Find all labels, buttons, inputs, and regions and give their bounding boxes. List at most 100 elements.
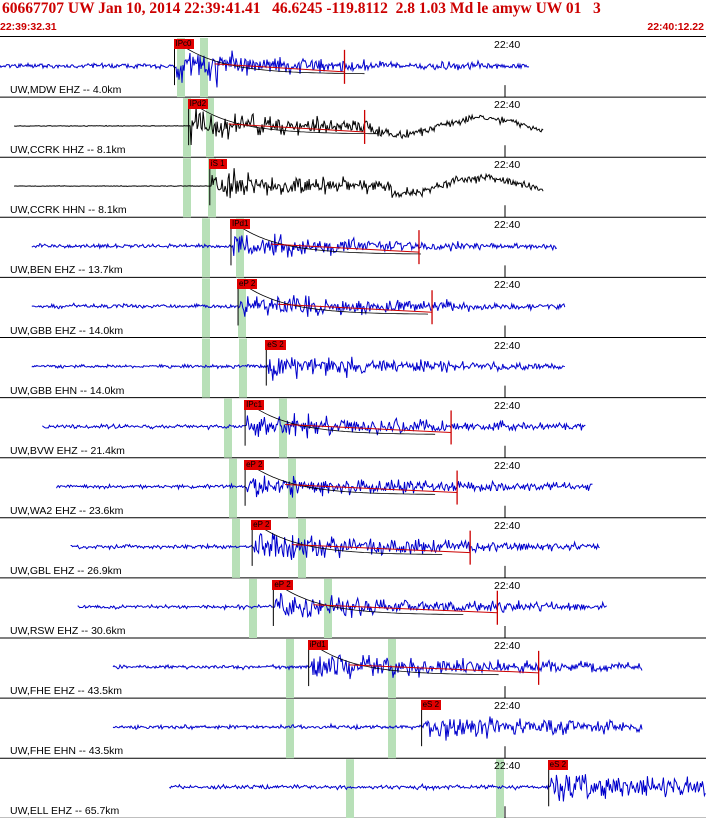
channel-label: UW,WA2 EHZ -- 23.6km xyxy=(10,504,124,517)
time-tick-label: 22:40 xyxy=(494,279,521,292)
coda-fit-line xyxy=(348,664,539,674)
window-end-time: 22:40:12.22 xyxy=(647,21,704,33)
time-tick-label: 22:40 xyxy=(494,339,521,352)
time-tick-label: 22:40 xyxy=(494,219,521,232)
theoretical-arrival-marker xyxy=(224,398,232,458)
coda-fit-line xyxy=(313,604,498,614)
coda-decay-curve xyxy=(318,647,499,676)
waveform-trace xyxy=(77,592,607,619)
channel-panel[interactable] xyxy=(0,38,706,98)
coda-decay-curve xyxy=(254,467,436,495)
time-tick-label: 22:40 xyxy=(494,579,521,592)
waveform-trace xyxy=(31,233,558,258)
coda-fit-line xyxy=(270,243,420,253)
phase-pick-tag[interactable]: eS 2 xyxy=(547,760,569,771)
phase-pick-tag[interactable]: eP 2 xyxy=(272,579,293,590)
coda-decay-curve xyxy=(198,106,379,135)
channel-panel[interactable] xyxy=(0,398,706,459)
channel-panel[interactable] xyxy=(0,578,706,639)
time-tick-label: 22:40 xyxy=(494,99,521,112)
event-header: 60667707 UW Jan 10, 2014 22:39:41.41 46.… xyxy=(0,0,706,36)
channel-label: UW,GBB EHN -- 14.0km xyxy=(10,384,125,397)
theoretical-arrival-marker xyxy=(229,458,237,518)
waveform-trace xyxy=(31,295,566,317)
theoretical-arrival-marker xyxy=(324,578,332,638)
theoretical-arrival-marker xyxy=(249,578,257,638)
coda-decay-curve xyxy=(184,46,365,75)
phase-pick-tag[interactable]: IPd1 xyxy=(229,219,251,230)
window-start-time: 22:39:32.31 xyxy=(0,21,57,33)
channel-panel[interactable] xyxy=(0,639,706,699)
coda-fit-line xyxy=(292,544,471,554)
event-title: 60667707 UW Jan 10, 2014 22:39:41.41 46.… xyxy=(2,0,601,17)
waveform-trace xyxy=(0,50,530,88)
channel-label: UW,CCRK HHN -- 8.1km xyxy=(10,204,127,217)
waveform-trace xyxy=(31,356,565,381)
theoretical-arrival-marker xyxy=(183,158,191,218)
channel-label: UW,RSW EHZ -- 30.6km xyxy=(10,625,126,637)
channel-panel[interactable] xyxy=(0,158,706,218)
phase-pick-tag[interactable]: eP 2 xyxy=(244,459,265,470)
theoretical-arrival-marker xyxy=(239,338,247,398)
channel-label: UW,GBL EHZ -- 26.9km xyxy=(10,564,122,577)
coda-fit-line xyxy=(285,484,458,494)
channel-panel[interactable] xyxy=(0,218,706,278)
time-tick-label: 22:40 xyxy=(494,519,521,532)
coda-fit-line xyxy=(285,423,452,433)
waveform-trace xyxy=(14,168,544,199)
theoretical-arrival-marker xyxy=(236,218,244,278)
channel-panel[interactable] xyxy=(0,338,706,399)
time-tick-label: 22:40 xyxy=(494,700,521,713)
theoretical-arrival-marker xyxy=(202,338,210,398)
channel-label: UW,FHE EHZ -- 43.5km xyxy=(10,685,123,698)
waveform-trace xyxy=(112,716,643,741)
phase-pick-tag[interactable]: eS 2 xyxy=(265,339,286,350)
channel-label: UW,MDW EHZ -- 4.0km xyxy=(10,84,122,97)
channel-panel[interactable] xyxy=(0,458,706,519)
theoretical-arrival-marker xyxy=(206,98,214,158)
channel-label: UW,GBB EHZ -- 14.0km xyxy=(10,324,124,337)
waveform-trace xyxy=(56,475,593,498)
channel-panel[interactable] xyxy=(0,98,706,158)
waveform-trace xyxy=(112,654,643,680)
coda-decay-curve xyxy=(254,407,436,435)
time-tick-label: 22:40 xyxy=(494,459,521,472)
time-tick-label: 22:40 xyxy=(494,760,521,773)
channel-panel[interactable] xyxy=(0,518,706,579)
phase-pick-tag[interactable]: eP 2 xyxy=(237,279,258,290)
time-tick-label: 22:40 xyxy=(494,159,521,172)
coda-decay-curve xyxy=(240,226,422,255)
channel-panel[interactable] xyxy=(0,759,706,818)
channel-panel[interactable] xyxy=(0,699,706,759)
waveform-trace xyxy=(169,774,706,802)
waveform-trace xyxy=(70,532,600,560)
theoretical-arrival-marker xyxy=(202,278,210,338)
phase-pick-tag[interactable]: IPd2 xyxy=(187,99,209,110)
theoretical-arrival-marker xyxy=(286,699,294,759)
channel-label: UW,FHE EHN -- 43.5km xyxy=(10,745,124,758)
phase-pick-tag[interactable]: iPd1 xyxy=(307,640,328,650)
theoretical-arrival-marker xyxy=(200,38,208,98)
waveform-trace xyxy=(42,413,586,439)
phase-pick-tag[interactable]: IPc0 xyxy=(173,39,194,49)
channel-label: UW,BEN EHZ -- 13.7km xyxy=(10,264,123,277)
channel-panel[interactable] xyxy=(0,278,706,338)
phase-pick-tag[interactable]: iS 1 xyxy=(208,159,227,170)
phase-pick-tag[interactable]: eP 2 xyxy=(251,519,272,530)
header-divider xyxy=(0,36,706,37)
time-tick-label: 22:40 xyxy=(494,39,521,51)
waveform-trace xyxy=(14,106,544,146)
coda-fit-line xyxy=(278,303,433,313)
theoretical-arrival-marker xyxy=(286,639,294,699)
phase-pick-tag[interactable]: eS 2 xyxy=(420,700,442,711)
theoretical-arrival-marker xyxy=(279,398,287,458)
theoretical-arrival-marker xyxy=(388,699,396,759)
theoretical-arrival-marker xyxy=(208,158,216,218)
coda-fit-line xyxy=(214,63,345,73)
theoretical-arrival-marker xyxy=(238,278,246,338)
channel-label: UW,BVW EHZ -- 21.4km xyxy=(10,444,125,457)
phase-pick-tag[interactable]: IPc1 xyxy=(244,399,265,410)
coda-decay-curve xyxy=(261,527,443,555)
theoretical-arrival-marker xyxy=(202,218,210,278)
